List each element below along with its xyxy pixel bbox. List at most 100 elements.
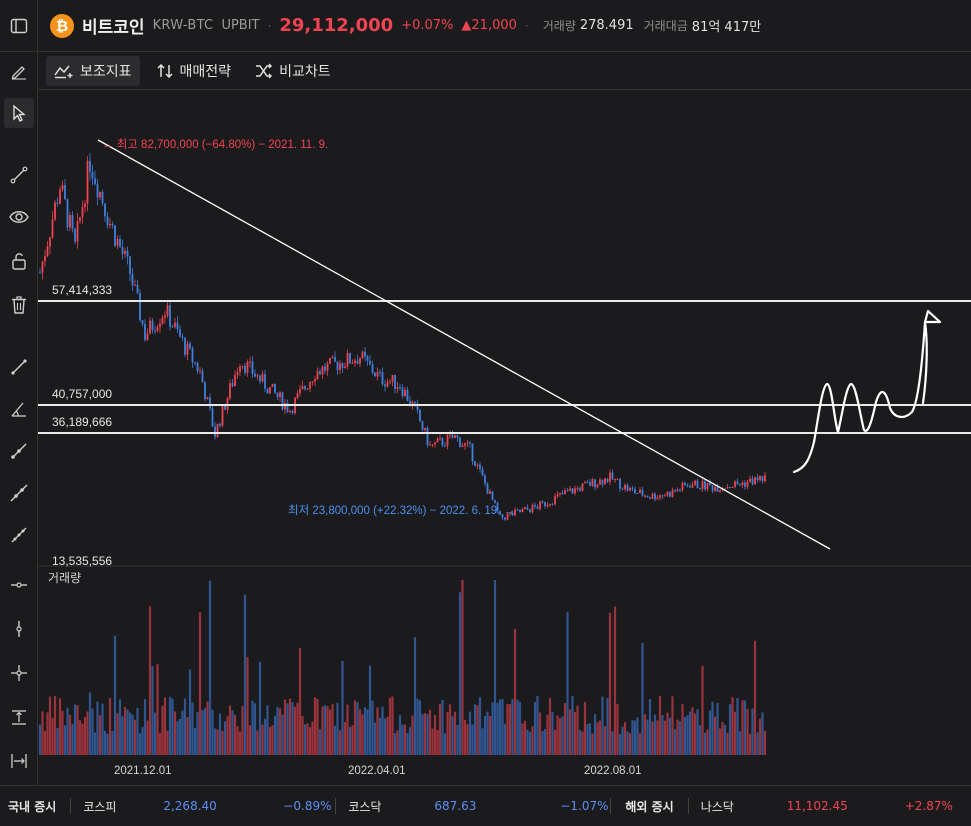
volume-bar [216, 729, 219, 755]
volume-bar [533, 702, 537, 755]
candle-body [634, 489, 636, 493]
candle-body [186, 343, 189, 355]
volume-bar [758, 718, 762, 755]
candle-body [749, 478, 751, 482]
kosdaq-name[interactable]: 코스닥 [348, 799, 382, 814]
trade-value: 81억 417만 [691, 20, 762, 35]
candle-body [496, 502, 499, 511]
chart-canvas[interactable]: 57,414,333 40,757,000 36,189,666 13,535,… [38, 90, 971, 785]
volume-bar [268, 726, 272, 755]
volume-bar [336, 702, 339, 755]
candle-body [71, 215, 74, 229]
candle-body [326, 363, 329, 371]
candle-body [529, 509, 531, 513]
channel-tool-button[interactable] [4, 520, 34, 550]
candle-body [479, 464, 481, 470]
cursor-tool-button[interactable] [4, 98, 34, 128]
candle-body [41, 261, 44, 273]
candle-body [206, 397, 209, 400]
strategy-button[interactable]: 매매전략 [148, 56, 240, 86]
candle-body [119, 238, 121, 247]
candle-body [94, 178, 96, 184]
trendline-tool-button[interactable] [4, 160, 34, 190]
volume-bar [428, 709, 432, 755]
exchange-name: UPBIT [221, 18, 260, 33]
ray-tool-button[interactable] [4, 436, 34, 466]
candle-body [571, 488, 574, 494]
ray-icon [11, 443, 27, 459]
date-label-2021-12: 2021.12.01 [114, 765, 172, 777]
candle-body [51, 219, 54, 238]
volume-bar [621, 726, 624, 755]
vertical-line-tool-button[interactable] [4, 614, 34, 644]
volume-bar [303, 724, 307, 755]
coin-name[interactable]: 비트코인 [82, 18, 145, 38]
sidebar-toggle-button[interactable] [0, 0, 38, 52]
candle-body [374, 372, 376, 377]
candle-body [249, 361, 251, 363]
volume-bar [311, 721, 314, 755]
volume-bar [163, 697, 167, 755]
lock-tool-button[interactable] [4, 246, 34, 276]
candle-body [229, 383, 231, 399]
candle-body [151, 320, 154, 331]
volume-bar [576, 705, 579, 755]
candle-body [729, 487, 731, 489]
visibility-tool-button[interactable] [4, 202, 34, 232]
volume-bar [321, 706, 324, 755]
candle-body [244, 365, 246, 373]
trendline-drawing[interactable] [97, 139, 831, 550]
candle-body [56, 202, 59, 204]
candle-body [91, 171, 94, 179]
price-range-tool-button[interactable] [4, 702, 34, 732]
candle-body [446, 435, 449, 446]
volume-bar [501, 698, 504, 755]
panel-icon [10, 18, 27, 33]
volume-bar [693, 713, 697, 755]
volume-bar [763, 730, 767, 755]
freehand-drawing[interactable] [792, 309, 942, 474]
line-tool-button[interactable] [4, 352, 34, 382]
volume-bar [683, 717, 687, 755]
drawing-toolbar [0, 52, 38, 785]
candle-body [599, 479, 601, 485]
candle-body [144, 324, 146, 340]
candle-body [669, 491, 671, 497]
extended-line-tool-button[interactable] [4, 478, 34, 508]
date-range-tool-button[interactable] [4, 746, 34, 776]
pen-tool-button[interactable] [4, 56, 34, 86]
angle-tool-button[interactable] [4, 394, 34, 424]
nasdaq-change: +2.87% [904, 799, 953, 813]
nasdaq-name[interactable]: 나스닥 [700, 799, 734, 814]
candle-body [676, 489, 679, 492]
candle-body [84, 203, 86, 207]
indicators-button[interactable]: 보조지표 [46, 55, 140, 86]
volume-bar [41, 711, 44, 755]
compare-button[interactable]: 비교차트 [247, 56, 339, 86]
crosshair-tool-button[interactable] [4, 658, 34, 688]
candle-body [481, 469, 484, 476]
candle-body [681, 482, 684, 491]
change-amount: ▲21,000 [461, 18, 517, 33]
kospi-name[interactable]: 코스피 [83, 799, 117, 814]
volume-bar [718, 728, 722, 755]
volume-bar [251, 700, 254, 755]
candle-body [276, 392, 279, 397]
candle-body [344, 366, 346, 368]
price-chart[interactable]: 57,414,333 40,757,000 36,189,666 13,535,… [38, 90, 971, 785]
volume-bar [671, 696, 674, 755]
volume-bar [221, 730, 224, 755]
volume-bar [591, 733, 594, 755]
candle-body [234, 375, 236, 387]
volume-bar [283, 699, 287, 755]
volume-bar [548, 698, 552, 755]
horizontal-line-tool-button[interactable] [4, 570, 34, 600]
volume-bar [166, 730, 169, 755]
delete-tool-button[interactable] [4, 290, 34, 320]
shuffle-icon [256, 63, 273, 78]
candle-body [259, 375, 261, 382]
volume-bar [46, 712, 49, 755]
candle-body [289, 410, 291, 412]
trash-icon [12, 296, 26, 314]
volume-bar [378, 717, 382, 755]
